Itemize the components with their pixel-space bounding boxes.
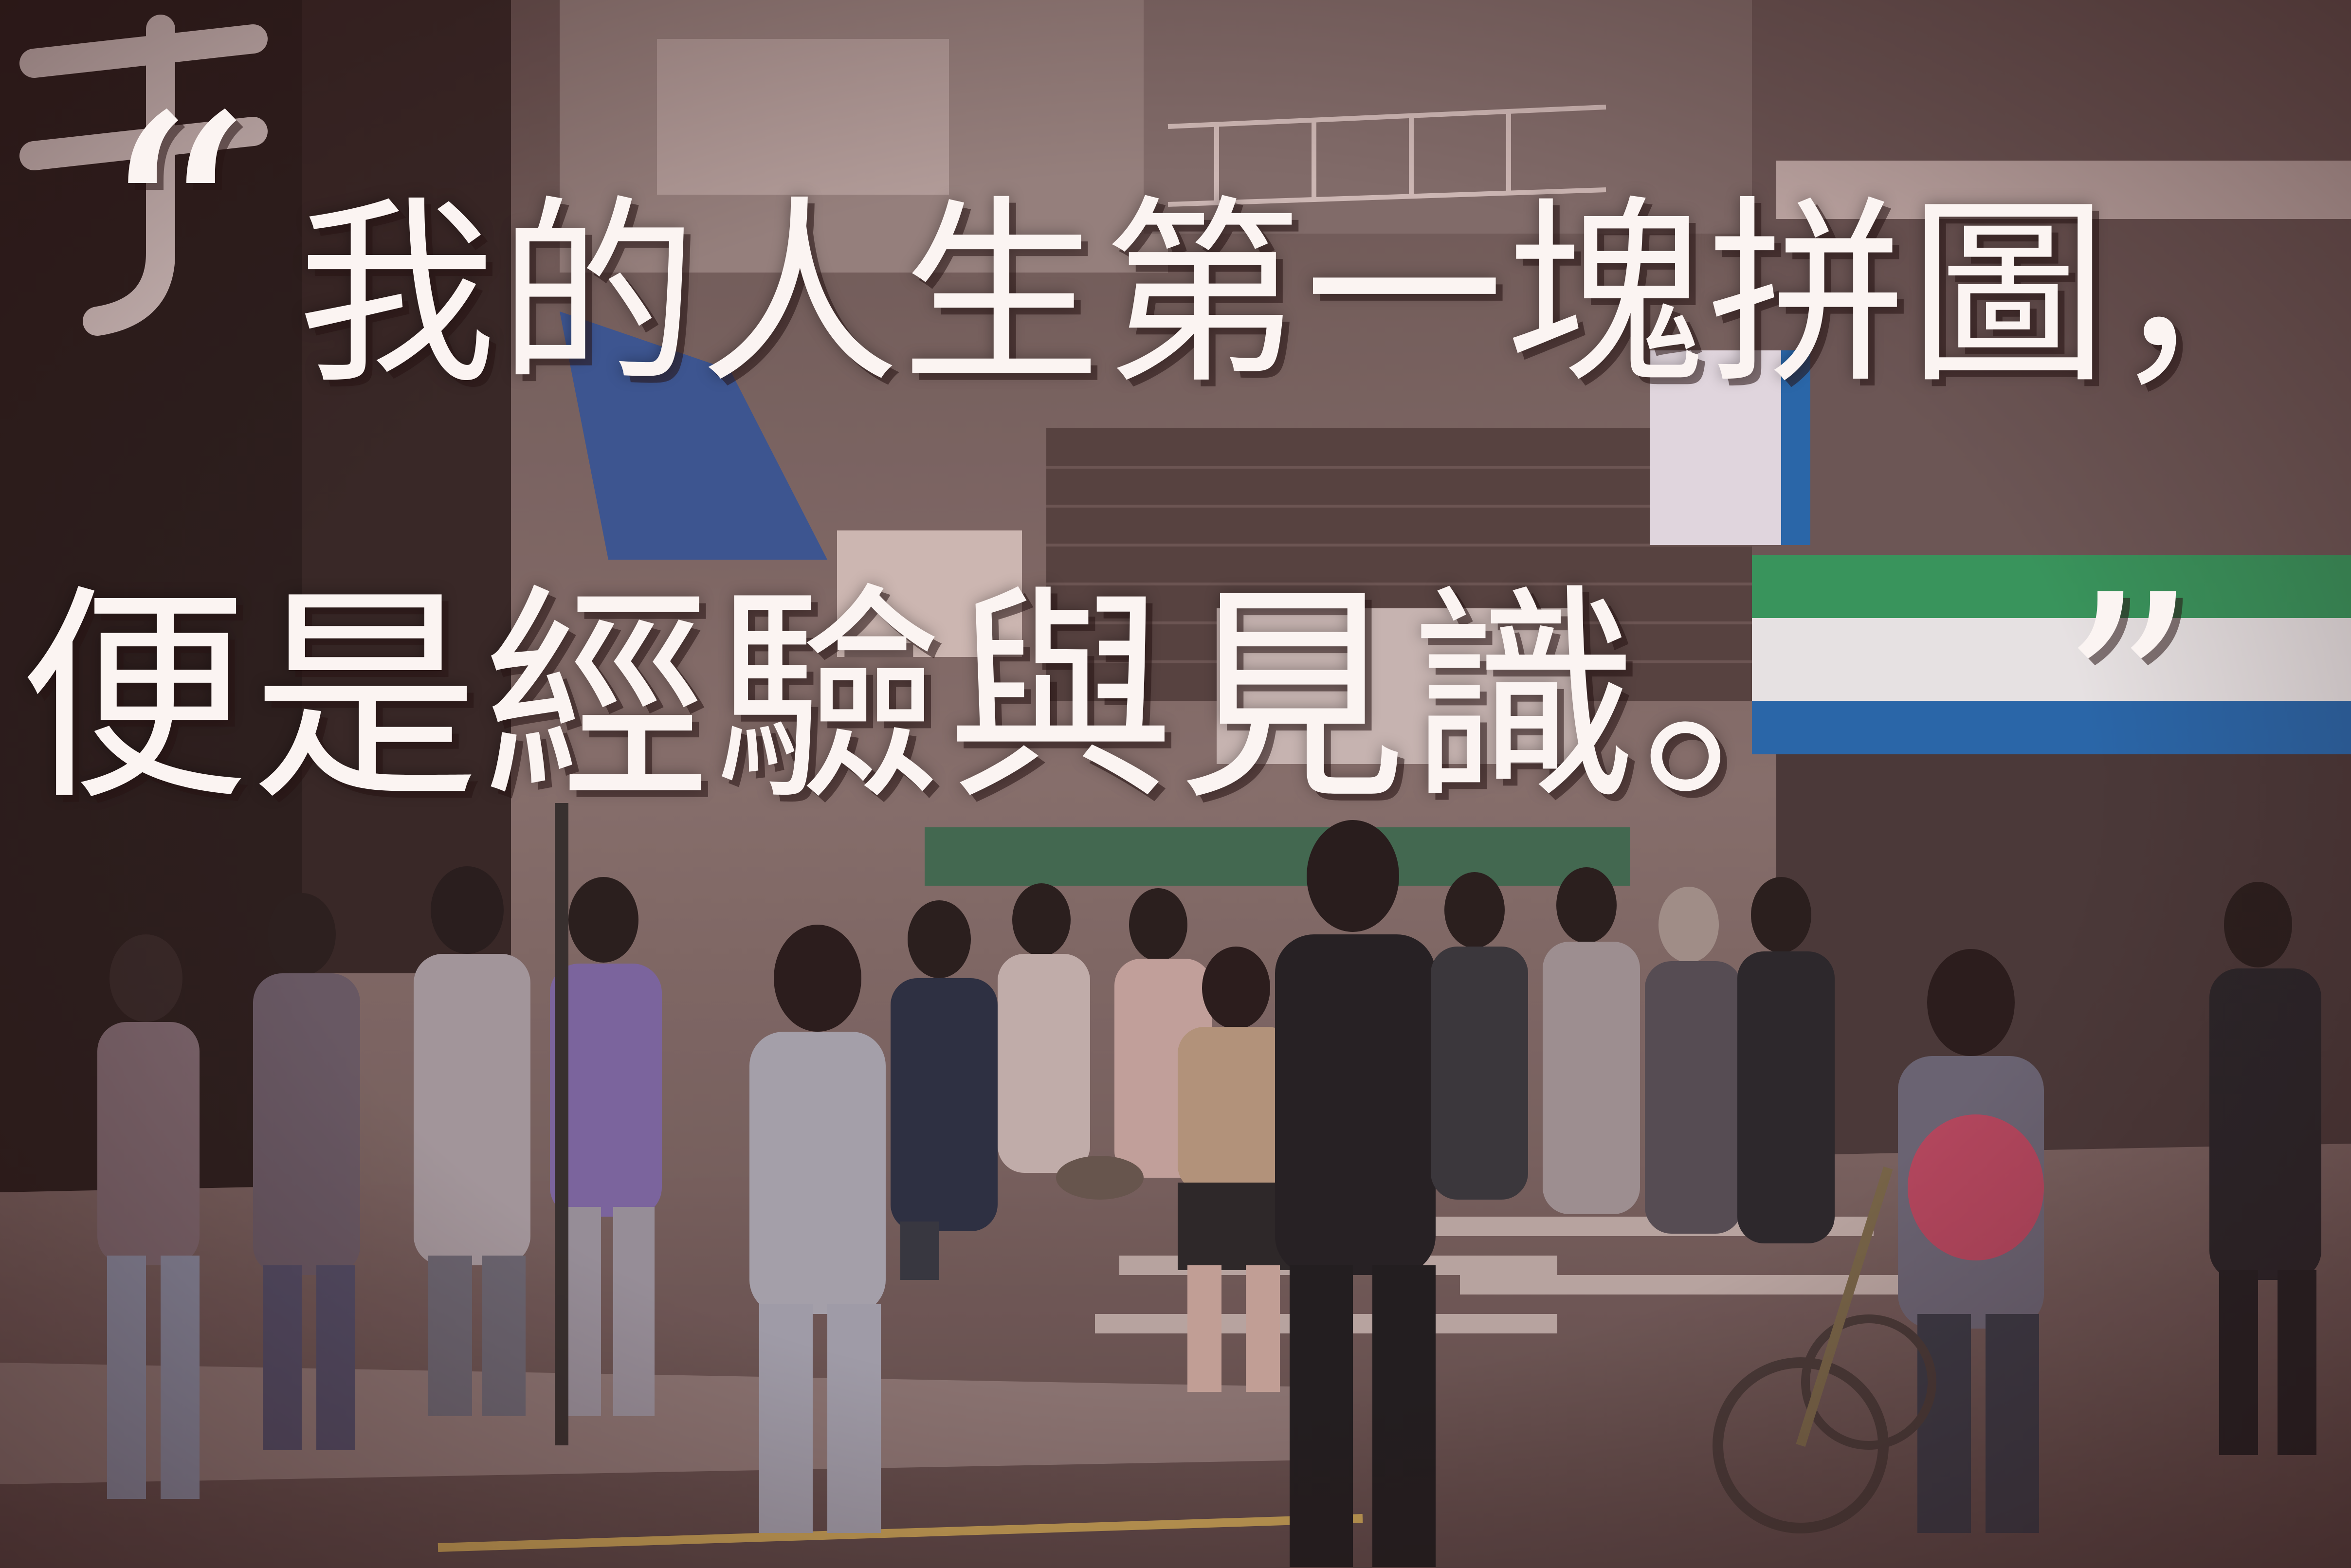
street-pole xyxy=(555,803,568,1445)
window-balcony xyxy=(657,39,949,195)
open-quote-mark: “ xyxy=(97,53,252,404)
quote-line-1: 我的人生第一塊拼圖， xyxy=(297,178,2312,411)
close-quote-mark: ” xyxy=(2059,537,2198,855)
green-awning xyxy=(925,827,1630,886)
quote-line-2: 便是經驗與見識。 xyxy=(19,565,1873,831)
